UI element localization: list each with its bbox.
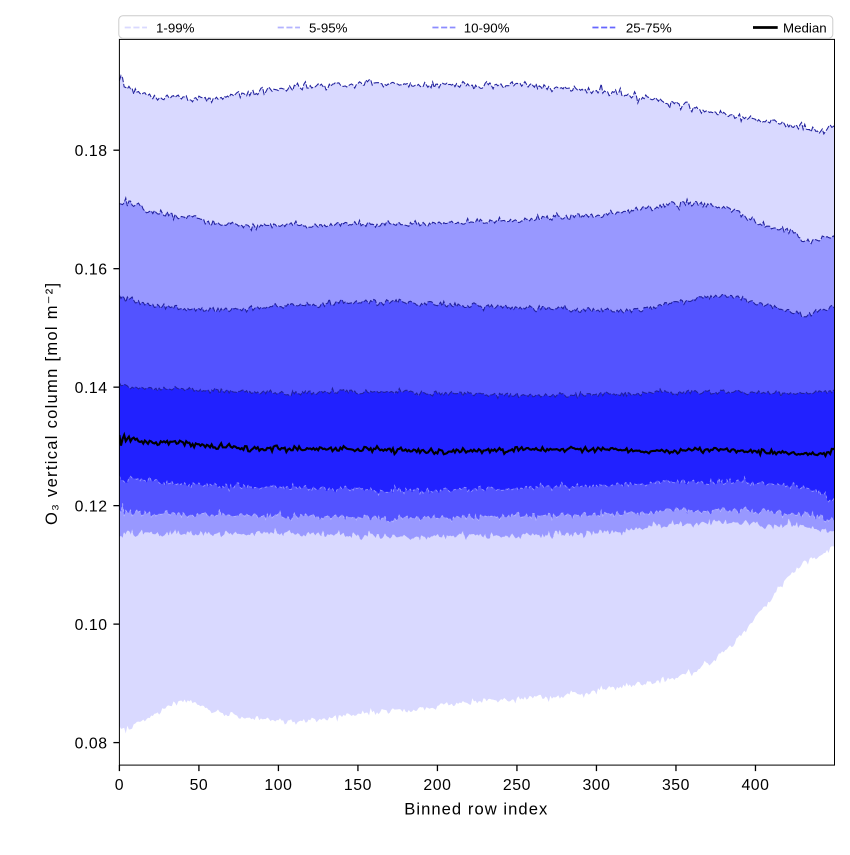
svg-text:5-95%: 5-95% [309, 21, 348, 36]
svg-text:50: 50 [190, 777, 209, 794]
svg-text:1-99%: 1-99% [156, 21, 195, 36]
svg-text:0.08: 0.08 [75, 735, 108, 752]
svg-text:0: 0 [115, 777, 124, 794]
svg-text:250: 250 [503, 777, 531, 794]
svg-text:0.12: 0.12 [75, 498, 108, 515]
svg-text:200: 200 [423, 777, 451, 794]
svg-text:300: 300 [582, 777, 610, 794]
svg-text:Median: Median [783, 21, 827, 36]
svg-text:100: 100 [264, 777, 292, 794]
svg-text:10-90%: 10-90% [464, 21, 510, 36]
svg-text:O₃ vertical column [mol m⁻²]: O₃ vertical column [mol m⁻²] [43, 282, 61, 525]
svg-text:0.18: 0.18 [75, 143, 108, 160]
svg-text:0.14: 0.14 [75, 380, 108, 397]
svg-text:25-75%: 25-75% [626, 21, 672, 36]
svg-text:0.10: 0.10 [75, 617, 108, 634]
svg-text:0.16: 0.16 [75, 261, 108, 278]
svg-text:Binned row index: Binned row index [404, 799, 548, 818]
svg-text:350: 350 [662, 777, 690, 794]
svg-text:400: 400 [741, 777, 769, 794]
svg-text:150: 150 [344, 777, 372, 794]
